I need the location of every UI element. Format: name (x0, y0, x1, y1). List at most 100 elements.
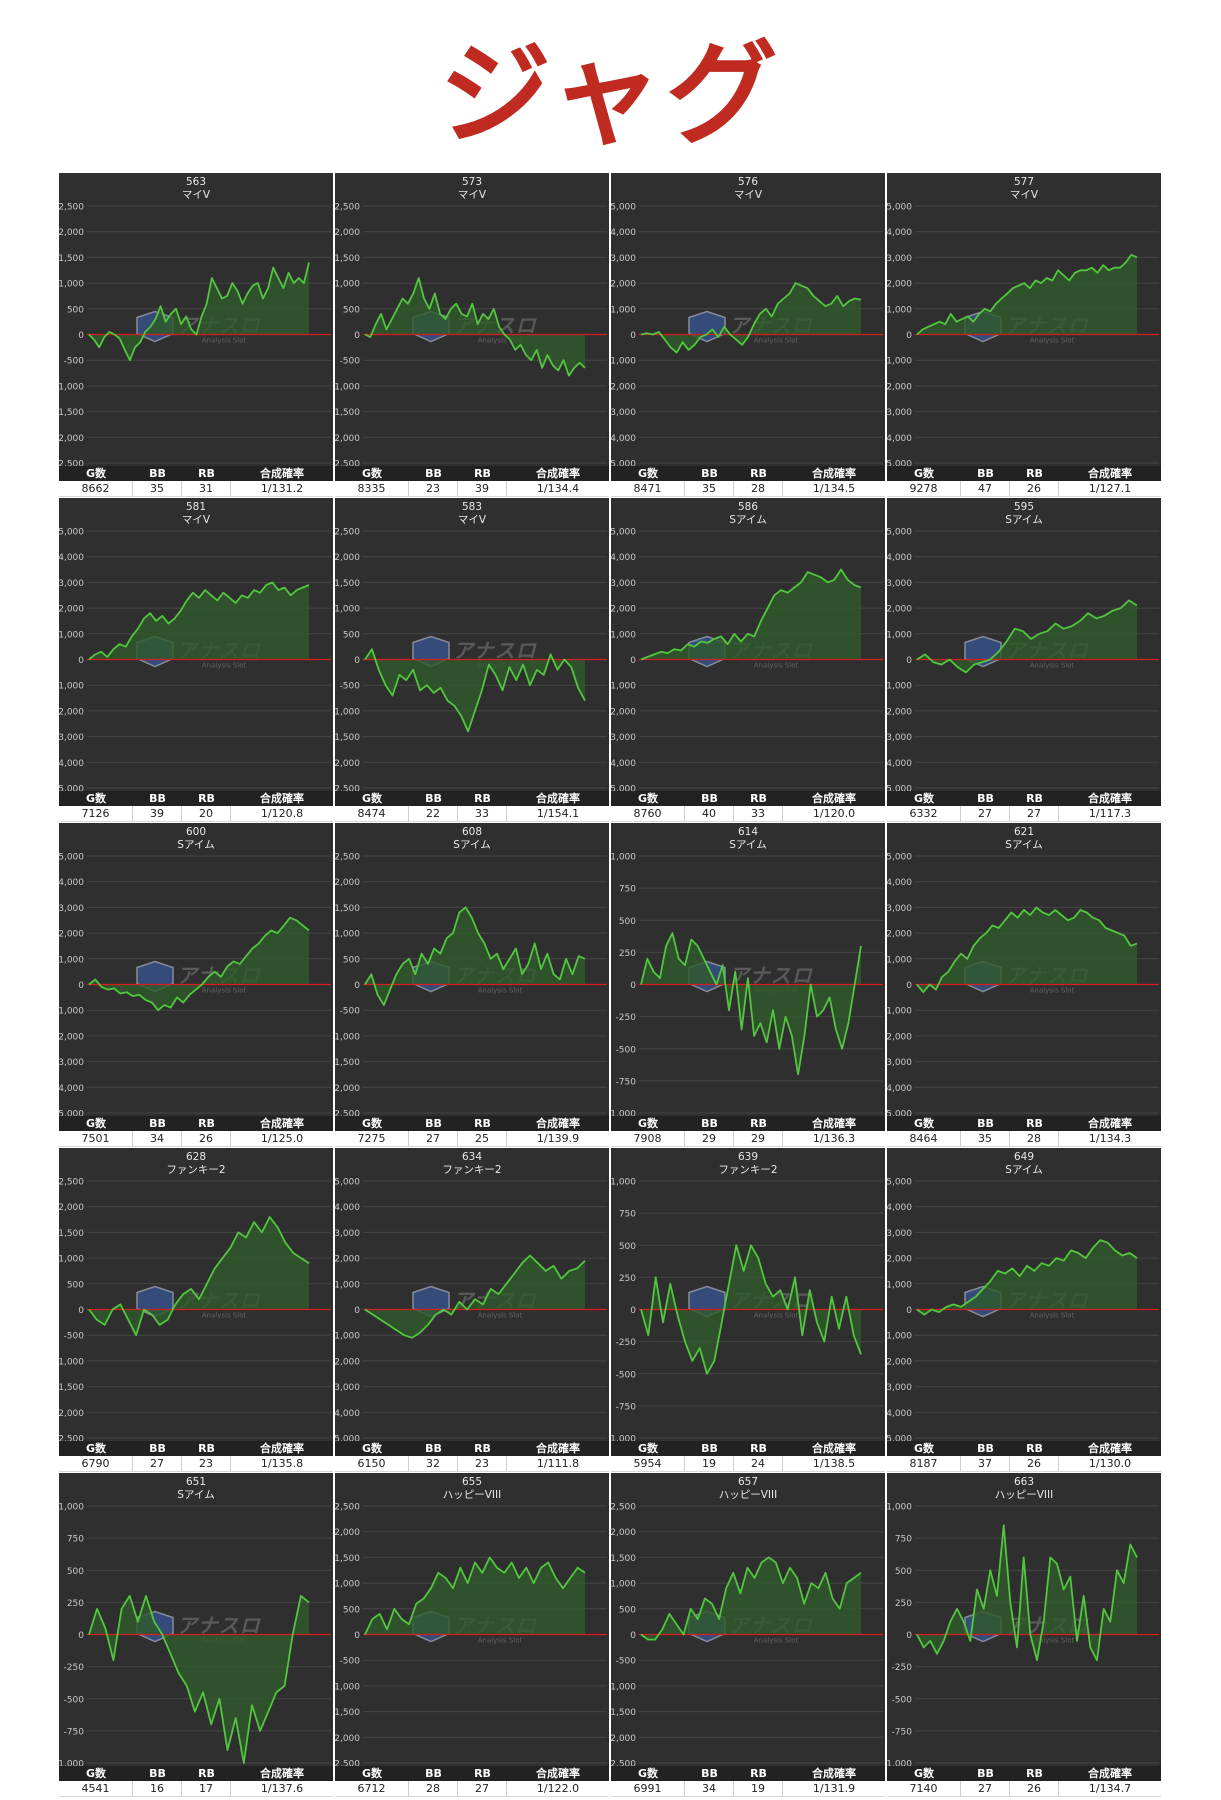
y-tick-label: 3,000 (335, 1229, 360, 1239)
machine-name: Sアイム (453, 839, 490, 851)
y-tick-label: -3,000 (59, 733, 84, 743)
stats-value-rate: 1/130.0 (1088, 1457, 1132, 1470)
stats-header-bb: BB (149, 1767, 166, 1780)
y-tick-label: -1,500 (335, 1058, 360, 1068)
y-tick-label: 500 (343, 305, 360, 315)
chart-panel: 1,0007505002500-250-500-750-1,000アナスロAna… (887, 1473, 1161, 1797)
y-tick-label: -3,000 (59, 1058, 84, 1068)
stats-header-games: G数 (361, 1117, 383, 1130)
y-tick-label: 0 (906, 981, 912, 991)
stats-value-bb: 35 (133, 481, 182, 496)
y-tick-label: 2,000 (887, 280, 912, 290)
y-tick-label: -5,000 (887, 1435, 912, 1442)
chart-svg: 5,000 4,000 3,000 2,000 1,000 0 -1,000 -2,000 -3… (887, 501, 1159, 791)
chart-panel: 5,000 4,000 3,000 2,000 1,000 0 -1,000 -2,000 -3… (59, 823, 333, 1147)
stats-header-row: G数 BB RB 合成確率 (59, 1441, 333, 1456)
machine-name: Sアイム (729, 839, 766, 851)
y-tick-label: -1,000 (611, 1110, 636, 1117)
stats-value-rate: 1/122.0 (536, 1782, 580, 1795)
y-tick-label: -1,000 (887, 1332, 912, 1342)
stats-header-games: G数 (637, 467, 659, 480)
stats-value-rate: 1/120.8 (260, 807, 304, 820)
y-tick-label: -2,500 (59, 1435, 84, 1442)
y-tick-label: 0 (354, 656, 360, 666)
y-tick-label: -2,000 (335, 759, 360, 769)
y-tick-label: 1,000 (887, 630, 912, 640)
series-area (89, 582, 309, 660)
watermark-sub: Analysis Slot (202, 662, 247, 670)
stats-header-rate: 合成確率 (1088, 467, 1132, 480)
stats-header-rb: RB (1026, 1117, 1043, 1130)
y-tick-label: -1,500 (335, 408, 360, 418)
series-line (364, 1556, 586, 1635)
stats-value-rate: 1/111.8 (536, 1457, 580, 1470)
y-tick-label: 0 (78, 331, 84, 341)
stats-header-rate: 合成確率 (260, 1442, 304, 1455)
series-line (88, 581, 310, 661)
stats-value-rb: 23 (458, 1456, 507, 1471)
y-tick-label: -250 (616, 1013, 637, 1023)
y-tick-label: 2,500 (335, 528, 360, 538)
chart-svg: 2,500 2,000 1,500 1,000 500 0 -500 -1,000 -1,500… (335, 176, 607, 466)
stats-header-row: G数 BB RB 合成確率 (611, 1116, 885, 1131)
stats-value-rate: 1/125.0 (260, 1132, 304, 1145)
y-tick-label: -500 (64, 357, 85, 367)
y-tick-label: -3,000 (611, 408, 636, 418)
stats-value-rate: 1/136.3 (812, 1132, 856, 1145)
stats-header-rb: RB (1026, 1767, 1043, 1780)
y-tick-label: 500 (67, 305, 84, 315)
y-tick-label: 3,000 (887, 579, 912, 589)
stats-value-games: 5954 (611, 1456, 685, 1471)
y-tick-label: 5,000 (59, 853, 84, 863)
machine-name: マイV (182, 514, 211, 526)
chart-panel: 5,000 4,000 3,000 2,000 1,000 0 -1,000 -2,000 -3… (335, 1148, 609, 1472)
stats-header-rate: 合成確率 (260, 1767, 304, 1780)
y-tick-label: 1,000 (59, 1503, 84, 1513)
chart-svg: 5,000 4,000 3,000 2,000 1,000 0 -1,000 -2,000 -3… (59, 501, 331, 791)
y-tick-label: 2,000 (59, 605, 84, 615)
machine-number: 614 (738, 826, 758, 838)
stats-value-rate: 1/137.6 (260, 1782, 304, 1795)
machine-number: 577 (1014, 176, 1034, 188)
series-area (89, 1595, 309, 1763)
stats-value-bb: 22 (409, 806, 458, 821)
y-tick-label: -500 (340, 357, 361, 367)
stats-value-bb: 40 (685, 806, 734, 821)
stats-value-bb: 29 (685, 1131, 734, 1146)
stats-value-row: 8662 35 31 1/131.2 (59, 481, 333, 497)
machine-number: 586 (738, 501, 758, 513)
y-tick-label: -500 (340, 682, 361, 692)
series-line (916, 1239, 1138, 1316)
stats-table: G数 BB RB 合成確率 8474 22 33 1/154.1 (335, 791, 609, 822)
y-tick-label: 1,000 (335, 1280, 360, 1290)
y-tick-label: -1,000 (611, 1435, 636, 1442)
chart-svg: 1,0007505002500-250-500-750-1,000アナスロAna… (611, 1151, 883, 1442)
stats-value-rb: 19 (734, 1781, 783, 1796)
y-tick-label: 2,000 (335, 228, 360, 238)
series-area (641, 1557, 861, 1640)
series-area (365, 278, 585, 376)
stats-value-bb: 27 (409, 1131, 458, 1146)
stats-value-row: 7275 27 25 1/139.9 (335, 1131, 609, 1147)
y-tick-label: 4,000 (887, 878, 912, 888)
stats-table: G数 BB RB 合成確率 7501 34 26 1/125.0 (59, 1116, 333, 1147)
y-tick-label: -250 (892, 1663, 913, 1673)
stats-value-bb: 32 (409, 1456, 458, 1471)
series-line (916, 906, 1138, 994)
stats-header-row: G数 BB RB 合成確率 (887, 791, 1161, 806)
series-line (364, 906, 586, 1007)
chart-panel: 2,500 2,000 1,500 1,000 500 0 -500 -1,000 -1,500… (59, 1148, 333, 1472)
stats-value-bb: 28 (409, 1781, 458, 1796)
y-tick-label: -3,000 (611, 733, 636, 743)
stats-table: G数 BB RB 合成確率 5954 19 24 1/138.5 (611, 1441, 885, 1472)
stats-header-row: G数 BB RB 合成確率 (335, 1441, 609, 1456)
y-tick-label: 0 (630, 1306, 636, 1316)
y-tick-label: 2,500 (335, 853, 360, 863)
stats-header-row: G数 BB RB 合成確率 (887, 1441, 1161, 1456)
stats-value-bb: 34 (685, 1781, 734, 1796)
stats-header-games: G数 (637, 1442, 659, 1455)
chart-svg: 2,500 2,000 1,500 1,000 500 0 -500 -1,000 -1,500… (59, 1151, 331, 1442)
y-tick-label: -2,500 (335, 785, 360, 792)
chart-svg: 5,000 4,000 3,000 2,000 1,000 0 -1,000 -2,000 -3… (887, 1151, 1159, 1442)
page-title: ジャグ (439, 30, 782, 160)
